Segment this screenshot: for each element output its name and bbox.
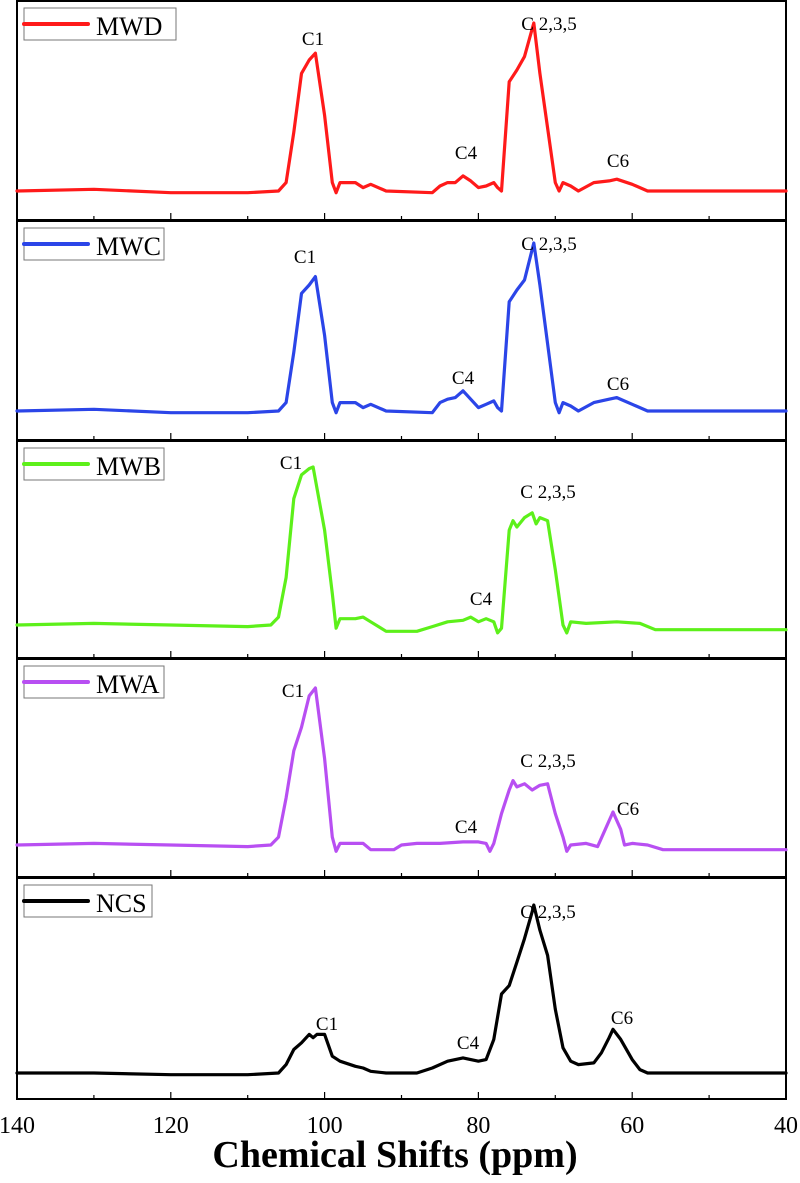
x-tick-label: 40 — [774, 1113, 798, 1139]
spectrum-mwa — [15, 686, 788, 853]
x-axis: 140 120 100 80 60 40 — [0, 1113, 798, 1139]
x-tick-label: 120 — [153, 1113, 189, 1139]
panel-ncs: NCS C1 C4 C 2,3,5 C6 — [15, 877, 788, 1100]
panel-mwb: MWB C1 C4 C 2,3,5 — [15, 440, 788, 659]
panels: MWD C1 C4 C 2,3,5 C6 MWC C1 C4 C 2,3,5 C6 MWB C1 C4 C… — [15, 0, 788, 1100]
peak-label: C6 — [611, 1008, 633, 1029]
legend-mwd: MWD — [22, 7, 177, 41]
panel-mwc: MWC C1 C4 C 2,3,5 C6 — [15, 220, 788, 441]
peak-label: C1 — [294, 247, 316, 268]
peak-label: C1 — [280, 453, 302, 474]
peak-label: C 2,3,5 — [520, 751, 575, 772]
peak-label: C 2,3,5 — [520, 902, 575, 923]
legend-mwa: MWA — [22, 665, 165, 699]
panel-mwd: MWD C1 C4 C 2,3,5 C6 — [15, 0, 788, 221]
peak-label: C6 — [607, 151, 629, 172]
legend-label: MWA — [96, 670, 160, 699]
peak-label: C4 — [455, 817, 478, 838]
peak-label: C4 — [457, 1033, 480, 1054]
peak-label: C4 — [455, 143, 478, 164]
legend-label: MWC — [96, 232, 161, 261]
peak-label: C1 — [316, 1014, 338, 1035]
peak-label: C4 — [452, 368, 475, 389]
x-tick-label: 140 — [0, 1113, 35, 1139]
x-tick-label: 60 — [620, 1113, 644, 1139]
x-tick-label: 100 — [307, 1113, 343, 1139]
spectrum-mwc — [15, 241, 788, 415]
peak-label: C6 — [607, 374, 629, 395]
legend-label: MWD — [96, 12, 162, 41]
spectrum-mwd — [15, 21, 788, 195]
peak-label: C4 — [470, 589, 493, 610]
peak-label: C 2,3,5 — [520, 482, 575, 503]
spectrum-mwb — [15, 465, 788, 635]
legend-label: NCS — [96, 889, 147, 918]
legend-mwc: MWC — [22, 227, 165, 261]
peak-label: C6 — [617, 799, 639, 820]
spectrum-ncs — [15, 903, 788, 1077]
legend-ncs: NCS — [22, 884, 153, 918]
x-tick-label: 80 — [466, 1113, 490, 1139]
peak-label: C1 — [282, 681, 304, 702]
legend-mwb: MWB — [22, 447, 165, 481]
peak-label: C 2,3,5 — [521, 234, 576, 255]
legend-label: MWB — [96, 452, 161, 481]
peak-label: C 2,3,5 — [521, 14, 576, 35]
x-axis-title: Chemical Shifts (ppm) — [212, 1134, 577, 1176]
panel-mwa: MWA C1 C4 C 2,3,5 C6 — [15, 658, 788, 878]
peak-label: C1 — [302, 29, 324, 50]
